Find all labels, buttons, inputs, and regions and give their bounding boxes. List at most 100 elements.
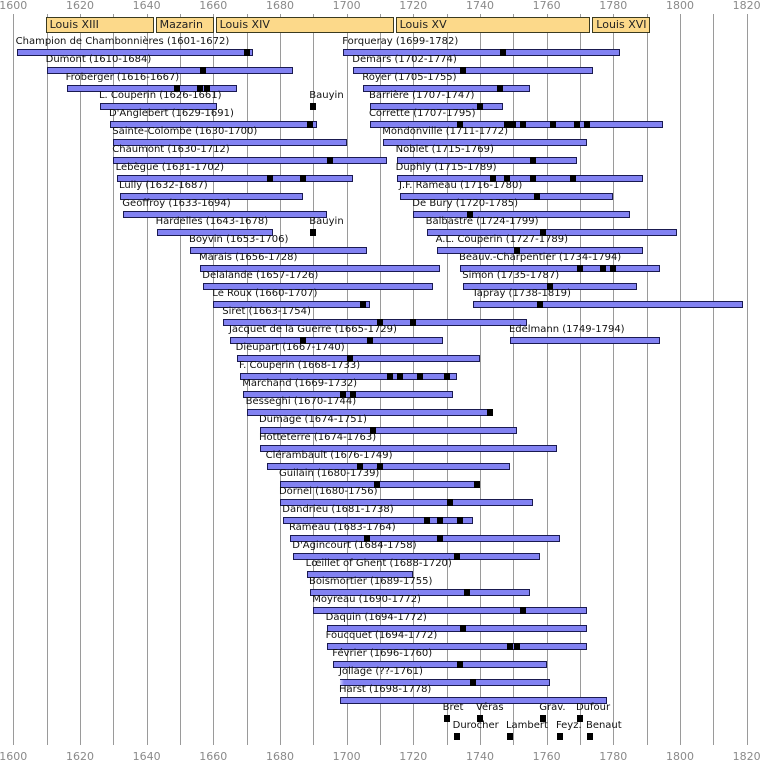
- composer-label: Moyreau (1690-1772): [312, 594, 421, 605]
- composer-label: D'Agincourt (1684-1758): [292, 540, 417, 551]
- x-tick-label-top: 1680: [265, 0, 294, 12]
- lifespan-bar: [199, 265, 440, 272]
- work-marker: [423, 517, 430, 524]
- x-tick-label-top: 1760: [532, 0, 561, 12]
- composer-label: Dufour: [575, 702, 611, 713]
- work-marker: [363, 535, 370, 542]
- work-marker: [520, 607, 527, 614]
- composer-label: Simon (1735-1787): [462, 270, 560, 281]
- composer-label: Chaumont (1630-1712): [112, 144, 230, 155]
- composer-label: Bauyin: [309, 216, 344, 227]
- x-tick-label-bottom: 1780: [599, 750, 628, 763]
- composer-label: Tapray (1738-1819): [472, 288, 571, 299]
- work-marker: [470, 679, 477, 686]
- x-tick-label-bottom: 1600: [0, 750, 28, 763]
- lifespan-bar: [473, 301, 744, 308]
- work-marker: [533, 193, 540, 200]
- work-marker: [453, 733, 460, 740]
- work-marker: [350, 391, 357, 398]
- composer-label: Hotteterre (1674-1763): [258, 432, 377, 443]
- composer-label: Marchand (1669-1732): [242, 378, 358, 389]
- work-marker: [600, 265, 607, 272]
- x-tick-label-top: 1800: [665, 0, 694, 12]
- lifespan-bar: [509, 337, 660, 344]
- composer-label: Dumage (1674-1751): [258, 414, 367, 425]
- work-marker: [200, 67, 207, 74]
- lifespan-bar: [369, 121, 664, 128]
- lifespan-bar: [326, 643, 587, 650]
- gridline: [580, 14, 581, 745]
- composer-label: Foucquet (1694-1772): [325, 630, 438, 641]
- composer-label: J.F. Rameau (1716-1780): [398, 180, 523, 191]
- work-marker: [453, 553, 460, 560]
- composer-label: Lully (1632-1687): [118, 180, 208, 191]
- x-tick-label-bottom: 1820: [732, 750, 761, 763]
- work-marker: [243, 49, 250, 56]
- lifespan-bar: [396, 175, 644, 182]
- work-marker: [443, 715, 450, 722]
- work-marker: [203, 85, 210, 92]
- work-marker: [386, 373, 393, 380]
- work-marker: [326, 157, 333, 164]
- x-tick-label-bottom: 1740: [465, 750, 494, 763]
- composer-label: Besseghi (1670-1744): [245, 396, 357, 407]
- composer-label: A.L. Couperin (1727-1789): [435, 234, 569, 245]
- reign-band: Mazarin: [155, 17, 214, 33]
- lifespan-bar: [243, 391, 454, 398]
- lifespan-bar: [66, 85, 237, 92]
- composer-label: Dandrieu (1681-1738): [282, 504, 394, 515]
- composer-label: Champion de Chambonnières (1601-1672): [15, 36, 230, 47]
- x-tick-label-top: 1820: [732, 0, 761, 12]
- gridline: [680, 14, 681, 745]
- lifespan-bar: [396, 157, 577, 164]
- work-marker: [496, 85, 503, 92]
- work-marker: [570, 175, 577, 182]
- x-tick-label-top: 1740: [465, 0, 494, 12]
- composer-label: Noblet (1715-1769): [395, 144, 494, 155]
- composer-label: Le Roux (1660-1707): [212, 288, 318, 299]
- composer-label: Jollage (??-1761): [338, 666, 423, 677]
- lifespan-bar: [16, 49, 254, 56]
- lifespan-bar: [293, 553, 540, 560]
- composer-label: De Bury (1720-1785): [412, 198, 519, 209]
- lifespan-bar: [259, 427, 517, 434]
- gridline: [513, 14, 514, 745]
- composer-label: Lambert: [505, 720, 548, 731]
- work-marker: [463, 589, 470, 596]
- composer-label: Hardelles (1643-1678): [155, 216, 269, 227]
- work-marker: [373, 481, 380, 488]
- gridline: [13, 14, 14, 745]
- lifespan-bar: [283, 517, 474, 524]
- lifespan-bar: [326, 625, 587, 632]
- x-tick-label-top: 1600: [0, 0, 28, 12]
- lifespan-bar: [306, 571, 414, 578]
- lifespan-bar: [109, 121, 317, 128]
- work-marker: [573, 121, 580, 128]
- lifespan-bar: [399, 193, 614, 200]
- work-marker: [310, 229, 317, 236]
- x-tick-label-bottom: 1800: [665, 750, 694, 763]
- work-marker: [396, 373, 403, 380]
- lifespan-bar: [413, 211, 630, 218]
- work-marker: [376, 319, 383, 326]
- gridline: [47, 14, 48, 745]
- work-marker: [486, 409, 493, 416]
- composer-label: Février (1696-1760): [332, 648, 433, 659]
- composer-label: Rameau (1683-1764): [288, 522, 396, 533]
- work-marker: [503, 175, 510, 182]
- work-marker: [500, 49, 507, 56]
- composer-label: Beauv.-Charpentier (1734-1794): [458, 252, 622, 263]
- lifespan-bar: [236, 355, 480, 362]
- composer-label: Durocher: [452, 720, 499, 731]
- work-marker: [530, 175, 537, 182]
- composer-label: L. Couperin (1626-1661): [98, 90, 222, 101]
- work-marker: [510, 121, 517, 128]
- composer-label: Jacquet de la Guerre (1665-1729): [228, 324, 397, 335]
- x-tick-label-bottom: 1760: [532, 750, 561, 763]
- work-marker: [586, 733, 593, 740]
- x-tick-label-top: 1720: [399, 0, 428, 12]
- gridline: [480, 14, 481, 745]
- x-tick-label-top: 1660: [199, 0, 228, 12]
- work-marker: [196, 85, 203, 92]
- work-marker: [506, 643, 513, 650]
